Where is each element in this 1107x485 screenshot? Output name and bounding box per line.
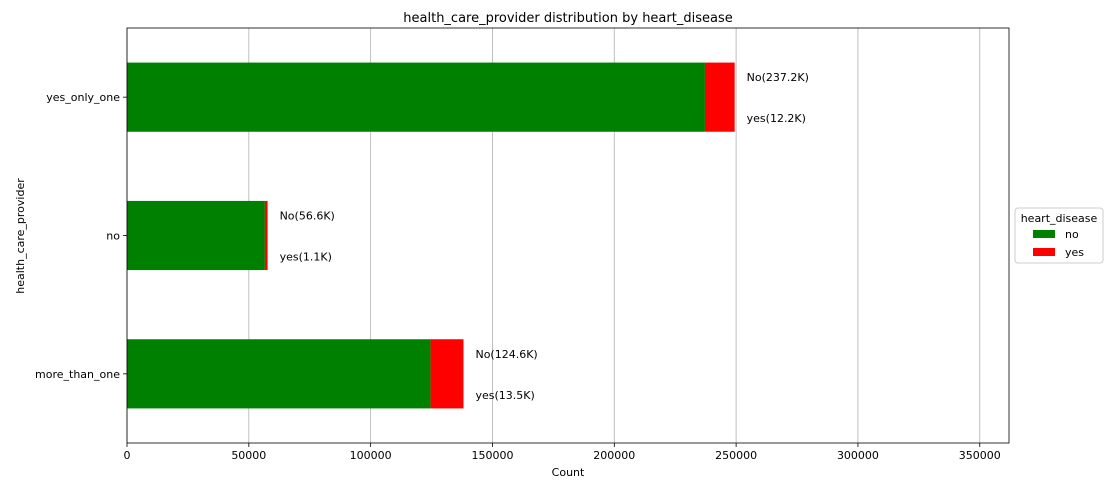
bar-yes: [430, 339, 464, 409]
y-axis-label: health_care_provider: [14, 178, 27, 294]
bar-annotation: yes(13.5K): [475, 389, 534, 402]
bar-annotations: No(124.6K) yes(13.5K) No(56.6K) yes(1.1K) No…: [280, 71, 809, 402]
x-tick-label: 200000: [593, 449, 635, 462]
y-axis-ticks: more_than_one no yes_only_one: [35, 91, 127, 381]
bar-annotation: No(237.2K): [747, 71, 809, 84]
legend-swatch-yes: [1033, 248, 1055, 256]
legend: heart_disease no yes: [1014, 207, 1104, 264]
legend-label-no: no: [1065, 228, 1079, 241]
bar-yes: [704, 62, 735, 132]
bar-no: [127, 200, 265, 271]
bars: [127, 62, 735, 409]
legend-label-yes: yes: [1065, 246, 1084, 259]
y-tick-label: more_than_one: [35, 368, 120, 381]
x-tick-label: 50000: [231, 449, 266, 462]
bar-yes: [264, 200, 268, 271]
x-tick-label: 350000: [959, 449, 1001, 462]
y-tick-label: no: [106, 230, 120, 243]
bar-annotation: yes(12.2K): [747, 112, 806, 125]
bar-no: [127, 339, 431, 409]
x-axis-ticks: 0 50000 100000 150000 200000 250000 300000 3500…: [124, 443, 1001, 462]
bar-annotation: No(56.6K): [280, 210, 335, 223]
chart-title: health_care_provider distribution by hea…: [403, 11, 732, 26]
x-tick-label: 0: [124, 449, 131, 462]
x-axis-label: Count: [552, 466, 585, 479]
bar-no: [127, 62, 705, 132]
x-tick-label: 250000: [715, 449, 757, 462]
legend-swatch-no: [1033, 230, 1055, 238]
x-tick-label: 150000: [471, 449, 513, 462]
bar-annotation: No(124.6K): [475, 348, 537, 361]
x-tick-label: 100000: [350, 449, 392, 462]
bar-annotation: yes(1.1K): [280, 251, 332, 264]
legend-title: heart_disease: [1021, 212, 1098, 225]
y-tick-label: yes_only_one: [46, 91, 120, 104]
x-tick-label: 300000: [837, 449, 879, 462]
